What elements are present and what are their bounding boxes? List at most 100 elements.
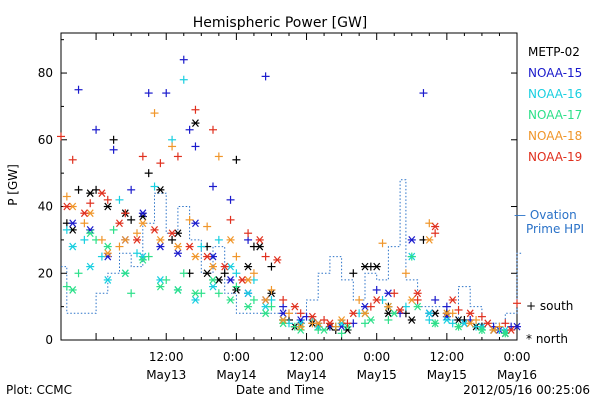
north-point	[191, 252, 200, 261]
south-point	[232, 269, 241, 278]
north-point	[261, 309, 270, 318]
north-point	[407, 236, 416, 244]
north-point	[138, 256, 147, 264]
north-point	[448, 296, 457, 304]
south-point	[185, 215, 194, 224]
south-point	[115, 195, 124, 204]
data-points	[57, 55, 521, 338]
north-point	[173, 249, 182, 258]
north-point	[507, 326, 516, 334]
x-tick-date: May14	[286, 368, 326, 382]
north-point	[103, 242, 112, 251]
north-point	[442, 309, 451, 318]
north-point	[138, 209, 147, 218]
south-point	[121, 209, 130, 218]
south-point	[92, 125, 101, 134]
north-point	[413, 302, 422, 311]
north-point	[296, 322, 305, 331]
north-point	[103, 276, 112, 284]
south-point	[214, 289, 223, 298]
legend-item: NOAA-15	[528, 66, 582, 80]
ovation-hpi-line	[61, 179, 523, 324]
north-point	[396, 306, 405, 314]
south-point	[80, 219, 89, 228]
north-point	[156, 282, 165, 291]
x-axis: 12:00 May13 0:00 May14 12:00 May14 0:00 May15 12…	[95, 33, 537, 382]
north-point	[156, 242, 165, 251]
y-tick-label: 60	[38, 133, 53, 147]
south-point	[372, 285, 381, 294]
north-point	[133, 236, 141, 244]
north-point	[255, 242, 264, 251]
south-point	[232, 155, 241, 164]
ovation-legend-line2: Prime HPI	[526, 222, 584, 236]
north-point	[314, 319, 323, 328]
south-point	[127, 215, 136, 224]
north-point	[68, 219, 77, 228]
north-point	[173, 242, 182, 251]
south-point	[501, 319, 510, 328]
north-point	[191, 289, 200, 298]
north-point	[68, 242, 77, 251]
north-point	[372, 262, 381, 271]
north-point	[68, 286, 77, 294]
north-point	[80, 209, 89, 218]
south-point	[127, 289, 136, 298]
x-tick-time: 12:00	[289, 350, 324, 364]
north-point	[203, 252, 212, 261]
north-point	[209, 262, 217, 271]
south-point	[454, 305, 463, 314]
north-point	[407, 316, 416, 324]
north-point	[121, 269, 130, 278]
legend-item: NOAA-19	[528, 150, 582, 164]
south-point	[86, 199, 95, 208]
south-point	[173, 152, 182, 161]
legend-item: NOAA-16	[528, 87, 582, 101]
y-tick-label: 80	[38, 66, 53, 80]
south-point	[57, 132, 65, 141]
north-point	[261, 296, 270, 304]
north-point	[361, 309, 369, 318]
south-point	[168, 142, 177, 151]
south-point	[296, 309, 305, 318]
south-point	[115, 242, 124, 251]
north-point	[103, 202, 112, 211]
x-tick-date: May16	[497, 368, 537, 382]
south-point	[477, 312, 486, 321]
south-point	[226, 215, 235, 224]
y-tick-label: 40	[38, 200, 53, 214]
south-point	[267, 262, 276, 271]
legend-item: NOAA-18	[528, 129, 582, 143]
x-tick-time: 12:00	[430, 350, 465, 364]
south-point	[74, 269, 83, 278]
south-point	[103, 195, 112, 204]
north-point	[273, 256, 282, 264]
south-point	[431, 295, 440, 304]
south-point	[127, 185, 136, 194]
south-point	[384, 315, 393, 324]
north-marker-legend: * north	[526, 332, 568, 346]
south-point	[232, 282, 241, 291]
north-point	[431, 319, 440, 328]
south-point	[249, 295, 258, 304]
plot-frame	[60, 32, 518, 341]
north-point	[168, 229, 177, 238]
south-point	[390, 289, 399, 298]
north-point	[454, 322, 463, 331]
legend-item: METP-02	[528, 45, 580, 59]
south-point	[191, 105, 200, 114]
north-point	[191, 119, 200, 127]
south-point	[401, 269, 410, 278]
north-point	[384, 302, 393, 311]
south-point	[413, 295, 422, 304]
south-point	[179, 269, 188, 278]
north-point	[483, 319, 492, 328]
south-point	[261, 72, 270, 81]
north-point	[489, 326, 498, 334]
south-point	[442, 302, 451, 311]
north-point	[226, 276, 235, 284]
south-point	[162, 89, 171, 98]
x-axis-label: Date and Time	[236, 383, 324, 397]
x-tick-time: 12:00	[149, 350, 184, 364]
